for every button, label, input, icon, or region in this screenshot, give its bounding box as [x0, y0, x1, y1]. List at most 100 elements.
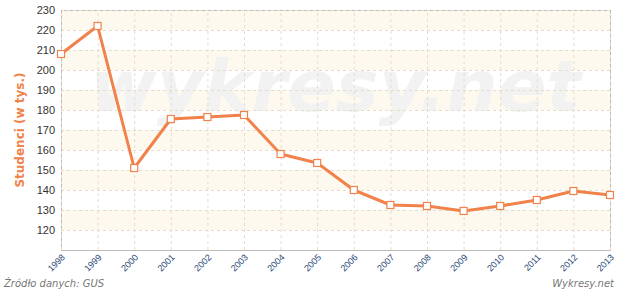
marker — [131, 165, 138, 172]
x-tick-label: 2013 — [595, 252, 616, 273]
x-grid-line — [537, 10, 538, 250]
marker — [58, 51, 65, 58]
marker — [460, 208, 467, 215]
marker — [607, 192, 614, 199]
x-tick: 2013 — [595, 10, 616, 273]
marker — [204, 114, 211, 121]
y-tick-label: 210 — [37, 44, 55, 56]
x-tick-label: 2004 — [265, 252, 286, 273]
x-grid-line — [281, 10, 282, 250]
marker — [570, 188, 577, 195]
y-tick: 140 — [37, 184, 610, 196]
x-tick: 2005 — [302, 10, 323, 273]
y-grid-line — [61, 10, 610, 11]
marker — [94, 23, 101, 30]
y-tick-label: 140 — [37, 184, 55, 196]
y-grid-line — [61, 190, 610, 191]
source-note: Źródło danych: GUS — [3, 277, 105, 289]
chart: wykresy.net12013014015016017018019020021… — [0, 0, 620, 292]
y-tick-label: 120 — [37, 224, 55, 236]
y-axis-title: Studenci (w tys.) — [13, 72, 27, 187]
y-axis-line — [62, 11, 611, 251]
x-tick-label: 2010 — [485, 252, 506, 273]
x-grid-line — [61, 10, 62, 250]
x-tick: 2002 — [192, 10, 213, 273]
y-tick-label: 150 — [37, 164, 55, 176]
y-grid-line — [61, 30, 610, 31]
y-tick-label: 130 — [37, 204, 55, 216]
x-grid-line — [354, 10, 355, 250]
y-grid-line — [61, 70, 610, 71]
marker — [167, 116, 174, 123]
marker — [533, 197, 540, 204]
x-tick: 2012 — [558, 10, 579, 273]
y-grid-line — [61, 50, 610, 51]
x-tick-label: 2007 — [375, 252, 396, 273]
marker — [241, 112, 248, 119]
x-grid-line — [171, 10, 172, 250]
x-grid-line — [317, 10, 318, 250]
y-tick: 220 — [37, 24, 610, 36]
x-tick-label: 2012 — [558, 252, 579, 273]
x-tick-label: 2001 — [156, 252, 177, 273]
x-grid-line — [573, 10, 574, 250]
y-tick: 160 — [37, 144, 610, 156]
x-tick: 2001 — [156, 10, 177, 273]
x-tick-label: 2000 — [119, 252, 140, 273]
y-tick-label: 180 — [37, 104, 55, 116]
marker — [497, 203, 504, 210]
band — [61, 130, 610, 150]
x-grid-line — [390, 10, 391, 250]
plot: wykresy.net12013014015016017018019020021… — [37, 4, 616, 273]
x-tick-label: 1998 — [46, 252, 67, 273]
brand-note: Wykresy.net — [552, 278, 615, 289]
x-tick-label: 2008 — [412, 252, 433, 273]
y-tick: 190 — [37, 84, 610, 96]
y-axis: 120130140150160170180190200210220230 — [37, 4, 610, 250]
x-tick: 2006 — [339, 10, 360, 273]
bands — [61, 10, 610, 230]
x-axis: 1998 1999 2000 2001 2002 2003 2004 2005 2006 2007… — [46, 10, 616, 273]
x-axis-line — [62, 10, 611, 251]
y-tick-label: 220 — [37, 24, 55, 36]
x-tick: 2007 — [375, 10, 396, 273]
x-tick-label: 2009 — [448, 252, 469, 273]
marker — [314, 160, 321, 167]
y-grid-line — [61, 230, 610, 231]
y-grid-line — [61, 170, 610, 171]
x-tick: 1998 — [46, 10, 67, 273]
y-grid-line — [61, 210, 610, 211]
x-tick-label: 2006 — [339, 252, 360, 273]
x-tick: 2009 — [448, 10, 469, 273]
band — [61, 210, 610, 230]
marker — [277, 151, 284, 158]
band — [61, 10, 610, 30]
x-grid-line — [500, 10, 501, 250]
marker — [350, 187, 357, 194]
series — [58, 23, 614, 215]
marker — [424, 203, 431, 210]
x-grid-line — [98, 10, 99, 250]
watermark: wykresy.net — [90, 44, 583, 128]
y-tick-label: 200 — [37, 64, 55, 76]
x-grid-line — [610, 10, 611, 250]
y-grid-line — [61, 150, 610, 151]
x-grid-line — [427, 10, 428, 250]
y-tick: 120 — [37, 224, 610, 236]
y-grid-line — [61, 110, 610, 111]
y-grid-line — [61, 90, 610, 91]
x-tick: 2008 — [412, 10, 433, 273]
x-tick-label: 1999 — [82, 252, 103, 273]
x-grid-line — [207, 10, 208, 250]
x-tick-label: 2005 — [302, 252, 323, 273]
y-tick: 230 — [37, 4, 610, 16]
x-grid-line — [134, 10, 135, 250]
x-tick: 2003 — [229, 10, 250, 273]
x-tick: 2011 — [522, 10, 543, 273]
x-tick-label: 2002 — [192, 252, 213, 273]
y-tick: 200 — [37, 64, 610, 76]
y-tick-label: 160 — [37, 144, 55, 156]
band — [61, 170, 610, 190]
x-tick: 1999 — [82, 10, 103, 273]
y-tick: 180 — [37, 104, 610, 116]
